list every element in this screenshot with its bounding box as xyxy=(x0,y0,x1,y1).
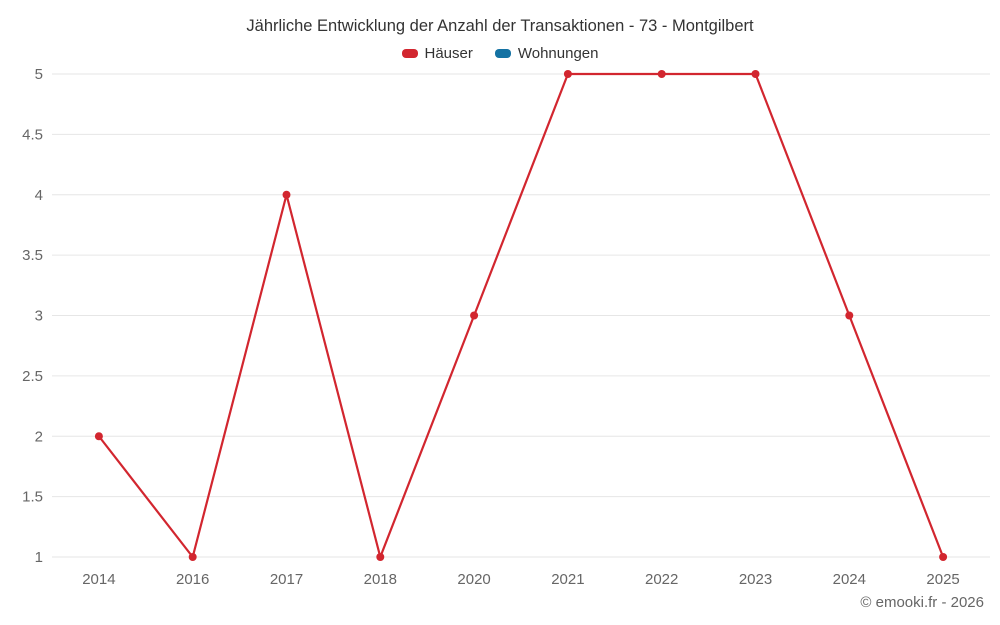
y-axis-tick-label: 2.5 xyxy=(22,368,43,385)
x-axis-tick-label: 2022 xyxy=(645,571,678,588)
legend-item-wohnungen[interactable]: Wohnungen xyxy=(494,45,599,62)
y-axis-tick-label: 4 xyxy=(35,187,43,204)
y-axis-tick-label: 5 xyxy=(35,66,43,83)
data-point[interactable] xyxy=(94,432,103,441)
x-axis-tick-label: 2017 xyxy=(270,571,303,588)
legend-item-haeuser[interactable]: Häuser xyxy=(401,45,473,62)
y-axis-tick-label: 3.5 xyxy=(22,247,43,264)
x-axis-tick-label: 2014 xyxy=(82,571,115,588)
series-line-0 xyxy=(97,72,945,559)
y-axis-tick-label: 2 xyxy=(35,428,43,445)
y-axis-tick-label: 4.5 xyxy=(22,126,43,143)
legend-marker-wohnungen-icon xyxy=(494,49,511,58)
data-point[interactable] xyxy=(282,190,291,199)
legend: Häuser Wohnungen xyxy=(0,45,1000,62)
data-point[interactable] xyxy=(376,553,385,561)
data-point[interactable] xyxy=(845,311,854,320)
x-axis-tick-label: 2024 xyxy=(833,571,866,588)
data-point[interactable] xyxy=(751,70,760,78)
legend-marker-haeuser-icon xyxy=(401,49,418,58)
legend-label-haeuser: Häuser xyxy=(424,45,473,62)
data-point[interactable] xyxy=(188,553,197,561)
chart-title: Jährliche Entwicklung der Anzahl der Tra… xyxy=(246,17,754,35)
x-axis-tick-label: 2021 xyxy=(551,571,584,588)
y-axis-tick-label: 3 xyxy=(35,308,43,325)
data-point[interactable] xyxy=(563,70,572,78)
x-axis-tick-label: 2016 xyxy=(176,571,209,588)
legend-label-wohnungen: Wohnungen xyxy=(517,45,599,62)
x-axis-tick-label: 2018 xyxy=(364,571,397,588)
x-axis-tick-label: 2020 xyxy=(457,571,490,588)
x-axis-tick-label: 2023 xyxy=(739,571,772,588)
data-point[interactable] xyxy=(657,70,666,78)
copyright-credit: © emooki.fr - 2026 xyxy=(860,594,984,611)
y-axis-tick-label: 1.5 xyxy=(22,489,43,506)
y-axis-tick-label: 1 xyxy=(35,549,43,566)
x-axis-tick-label: 2025 xyxy=(926,571,959,588)
data-point[interactable] xyxy=(470,311,479,320)
data-point[interactable] xyxy=(939,553,948,561)
